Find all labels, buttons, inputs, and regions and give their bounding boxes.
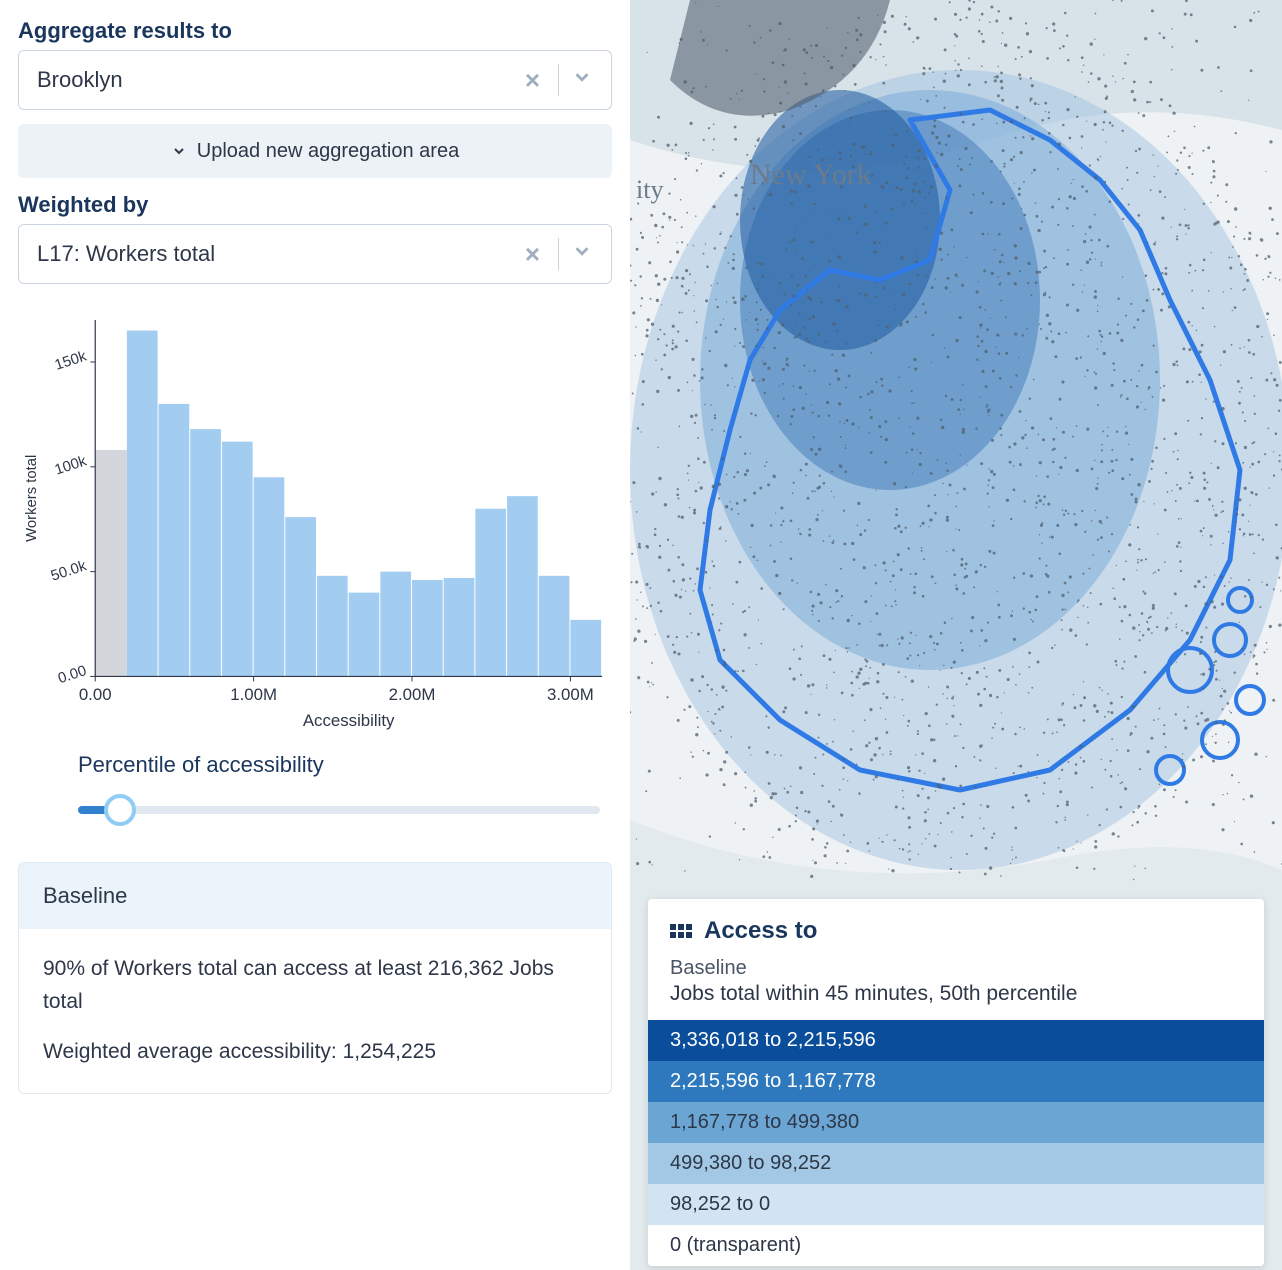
- svg-text:2.00M: 2.00M: [389, 685, 436, 704]
- svg-text:50.0k: 50.0k: [49, 558, 89, 585]
- aggregate-select[interactable]: Brooklyn ×: [18, 50, 612, 110]
- divider: [558, 238, 559, 270]
- svg-text:0.00: 0.00: [56, 663, 88, 687]
- histogram-chart: 0.00 50.0k 100k 150k 0.00 1.00M 2.00M 3.00M Acce…: [18, 308, 612, 738]
- svg-text:Accessibility: Accessibility: [303, 711, 395, 730]
- slider-track: [78, 806, 600, 814]
- legend-row: 2,215,596 to 1,167,778: [648, 1061, 1264, 1102]
- svg-text:0.00: 0.00: [79, 685, 112, 704]
- map-label-city: New York: [750, 158, 872, 192]
- map-label-partial: ity: [636, 175, 663, 205]
- svg-text:150k: 150k: [53, 348, 89, 373]
- baseline-line1: 90% of Workers total can access at least…: [43, 953, 587, 1018]
- legend-rows: 3,336,018 to 2,215,5962,215,596 to 1,167…: [648, 1020, 1264, 1266]
- slider-thumb[interactable]: [104, 794, 136, 826]
- percentile-slider[interactable]: [78, 790, 600, 830]
- grid-icon: [670, 924, 692, 938]
- chevron-down-icon: [171, 143, 187, 159]
- legend-desc: Jobs total within 45 minutes, 50th perce…: [648, 982, 1264, 1020]
- weighted-section: Weighted by L17: Workers total ×: [18, 192, 612, 284]
- percentile-section: Percentile of accessibility: [18, 752, 612, 830]
- baseline-line2: Weighted average accessibility: 1,254,22…: [43, 1036, 587, 1069]
- legend-row: 499,380 to 98,252: [648, 1143, 1264, 1184]
- aggregate-label: Aggregate results to: [18, 18, 612, 44]
- chevron-down-icon[interactable]: [571, 66, 593, 94]
- baseline-card: Baseline 90% of Workers total can access…: [18, 862, 612, 1094]
- legend-row: 98,252 to 0: [648, 1184, 1264, 1225]
- legend-header: Access to: [648, 899, 1264, 953]
- svg-text:3.00M: 3.00M: [547, 685, 594, 704]
- aggregate-value: Brooklyn: [37, 67, 507, 93]
- weighted-label: Weighted by: [18, 192, 612, 218]
- divider: [558, 64, 559, 96]
- svg-text:100k: 100k: [53, 453, 89, 478]
- legend-card: Access to Baseline Jobs total within 45 …: [648, 899, 1264, 1266]
- legend-title: Access to: [704, 917, 817, 945]
- clear-icon[interactable]: ×: [507, 239, 558, 270]
- svg-text:Workers total: Workers total: [24, 455, 40, 542]
- upload-aggregation-button[interactable]: Upload new aggregation area: [18, 124, 612, 178]
- left-sidebar: Aggregate results to Brooklyn × Upload n…: [0, 0, 630, 1270]
- weighted-value: L17: Workers total: [37, 241, 507, 267]
- legend-sub: Baseline: [648, 953, 1264, 982]
- map-panel[interactable]: ity New York Access to Baseline Jobs tot…: [630, 0, 1282, 1270]
- legend-row: 1,167,778 to 499,380: [648, 1102, 1264, 1143]
- clear-icon[interactable]: ×: [507, 65, 558, 96]
- chevron-down-icon[interactable]: [571, 240, 593, 268]
- percentile-label: Percentile of accessibility: [78, 752, 612, 778]
- weighted-select[interactable]: L17: Workers total ×: [18, 224, 612, 284]
- legend-row: 3,336,018 to 2,215,596: [648, 1020, 1264, 1061]
- baseline-title: Baseline: [19, 863, 611, 929]
- aggregate-section: Aggregate results to Brooklyn ×: [18, 18, 612, 110]
- baseline-body: 90% of Workers total can access at least…: [19, 929, 611, 1093]
- upload-label: Upload new aggregation area: [197, 140, 459, 163]
- svg-text:1.00M: 1.00M: [230, 685, 277, 704]
- legend-row: 0 (transparent): [648, 1225, 1264, 1266]
